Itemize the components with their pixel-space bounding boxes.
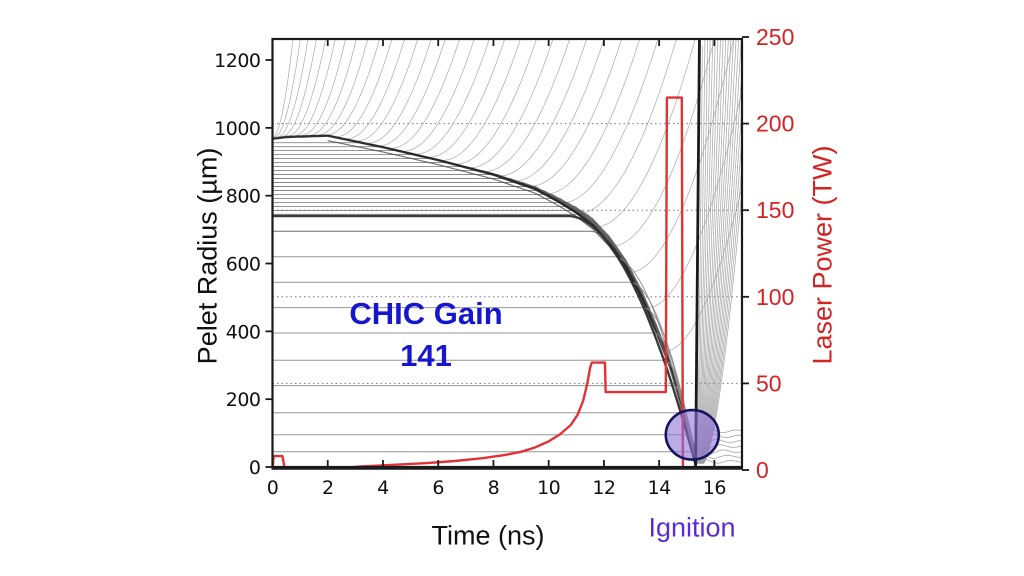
y-right-tick-label: 250 [756, 24, 794, 50]
x-axis-title: Time (ns) [431, 520, 545, 551]
y-left-tick-label: 1200 [214, 50, 260, 72]
y-right-tick-label: 50 [756, 370, 782, 396]
y-right-tick-label: 150 [756, 197, 794, 223]
y-right-tick-label: 0 [756, 457, 769, 483]
x-tick-label: 10 [537, 477, 560, 499]
y-right-tick-label: 100 [756, 284, 794, 310]
laser-power-curve [272, 96, 685, 467]
y-right-tick-label: 200 [756, 111, 794, 137]
gain-annotation-line1: CHIC Gain [349, 296, 503, 331]
y-left-tick-label: 200 [226, 389, 261, 411]
y-left-tick-label: 800 [226, 186, 261, 208]
x-tick-label: 16 [703, 477, 726, 499]
ignition-ellipse-marker [664, 408, 721, 461]
axis-tick-labels: 0 2 4 6 8 10 12 14 16 0 200 400 600 800 1000 1200 0 50 100… [214, 24, 794, 499]
x-tick-label: 12 [592, 477, 615, 499]
axis-ticks [265, 36, 749, 471]
x-tick-label: 4 [377, 477, 389, 499]
mesh-lines-group [272, 39, 742, 466]
gain-annotation: CHIC Gain 141 [349, 293, 502, 377]
plot-area [272, 39, 742, 467]
y-left-axis-title: Pelet Radius (µm) [192, 147, 223, 365]
y-left-tick-label: 1000 [214, 118, 260, 140]
ignition-label: Ignition [648, 512, 736, 543]
x-tick-label: 0 [267, 477, 279, 499]
x-tick-label: 14 [648, 477, 672, 499]
x-tick-label: 2 [322, 477, 334, 499]
plot-border [271, 37, 744, 469]
gain-annotation-line2: 141 [400, 338, 452, 373]
y-left-tick-label: 400 [226, 321, 261, 343]
x-tick-label: 8 [488, 477, 500, 499]
y-left-tick-label: 0 [249, 457, 261, 479]
stagnation-line [694, 39, 701, 467]
y-right-axis-title: Laser Power (TW) [807, 145, 838, 365]
x-tick-label: 6 [432, 477, 444, 499]
y-left-tick-label: 600 [226, 254, 261, 276]
